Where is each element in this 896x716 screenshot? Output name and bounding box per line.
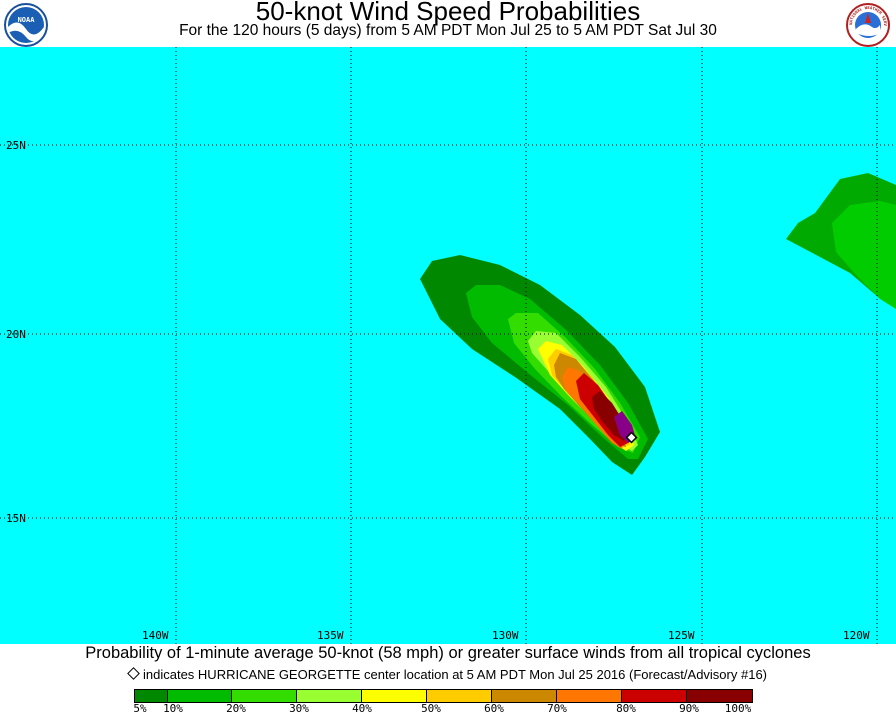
legend-label-80: 80% <box>616 702 636 715</box>
contour-10-east <box>832 201 896 309</box>
legend-swatch-90 <box>687 690 752 702</box>
probability-map: 25N 20N 15N 140W 135W 130W 125W 120W <box>0 47 896 644</box>
noaa-logo-text: NOAA <box>18 16 36 24</box>
legend-label-10: 10% <box>163 702 183 715</box>
legend-label-50: 50% <box>421 702 441 715</box>
legend-label-5: 5% <box>133 702 147 715</box>
lon-label-130W: 130W <box>492 629 519 642</box>
nws-logo: NATIONAL WEATHER SERVICE <box>846 3 890 47</box>
legend-label-30: 30% <box>289 702 309 715</box>
storm-note-text: indicates HURRICANE GEORGETTE center loc… <box>143 667 767 682</box>
diamond-icon <box>127 667 140 680</box>
legend-label-20: 20% <box>226 702 246 715</box>
storm-center-diamond-icon <box>625 431 638 444</box>
storm-note: indicates HURRICANE GEORGETTE center loc… <box>0 667 896 683</box>
legend-swatch-60 <box>492 690 557 702</box>
legend-swatch-70 <box>557 690 622 702</box>
noaa-logo: NOAA <box>4 3 48 47</box>
map-caption: Probability of 1-minute average 50-knot … <box>85 644 811 662</box>
legend-label-40: 40% <box>352 702 372 715</box>
legend-labels: 5% 10% 20% 30% 40% 50% 60% 70% 80% 90% 1… <box>0 703 896 716</box>
legend-label-70: 70% <box>547 702 567 715</box>
lat-label-15N: 15N <box>6 512 26 525</box>
lat-label-20N: 20N <box>6 328 26 341</box>
lon-label-140W: 140W <box>142 629 169 642</box>
legend-swatch-20 <box>232 690 297 702</box>
storm-system-main <box>420 255 660 475</box>
header: NOAA 50-knot Wind Speed Probabilities Fo… <box>0 0 896 47</box>
legend-label-100: 100% <box>724 702 752 715</box>
legend-swatch-10 <box>168 690 232 702</box>
lon-label-125W: 125W <box>668 629 695 642</box>
page-title: 50-knot Wind Speed Probabilities <box>255 0 641 26</box>
legend-swatch-50 <box>427 690 492 702</box>
storm-system-east <box>786 173 896 309</box>
graticule <box>0 47 896 644</box>
lon-label-120W: 120W <box>843 629 870 642</box>
lon-label-135W: 135W <box>317 629 344 642</box>
legend-swatch-80 <box>622 690 687 702</box>
lat-label-25N: 25N <box>6 139 26 152</box>
legend-label-60: 60% <box>484 702 504 715</box>
legend-color-bar <box>134 689 753 703</box>
map-canvas: 25N 20N 15N 140W 135W 130W 125W 120W <box>0 47 896 644</box>
legend-label-90: 90% <box>679 702 699 715</box>
legend-swatch-40 <box>362 690 427 702</box>
legend-swatch-30 <box>297 690 362 702</box>
page-subtitle: For the 120 hours (5 days) from 5 AM PDT… <box>179 22 717 39</box>
ocean-background <box>0 47 896 644</box>
footer: Probability of 1-minute average 50-knot … <box>0 644 896 716</box>
legend-swatch-5 <box>135 690 168 702</box>
